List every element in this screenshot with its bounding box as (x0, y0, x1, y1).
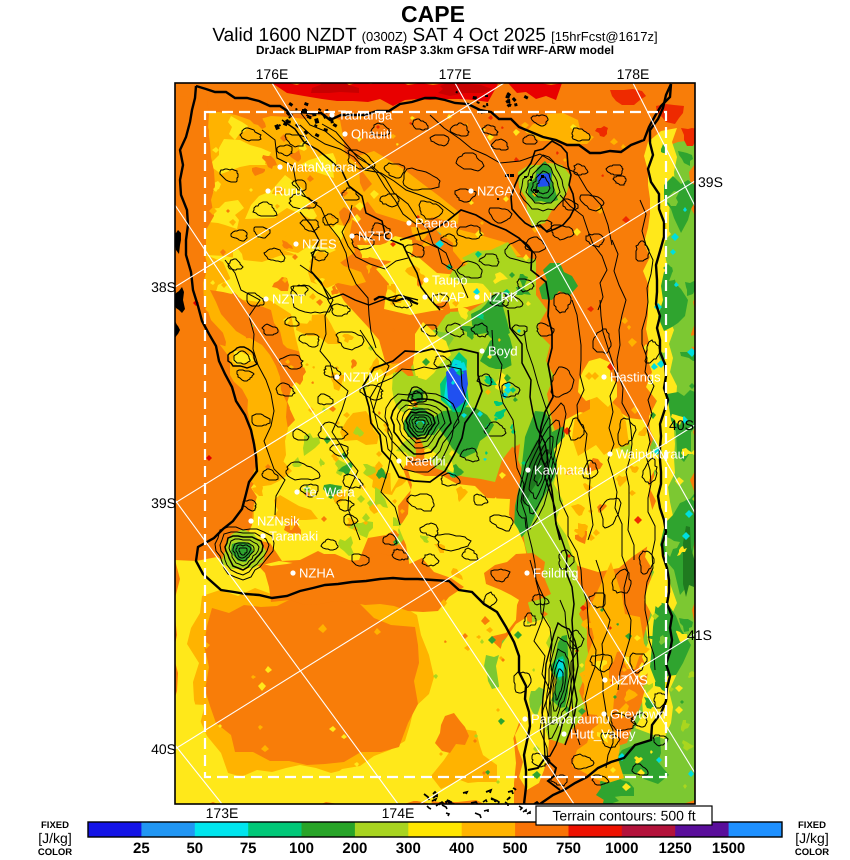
svg-text:39S: 39S (151, 495, 176, 511)
svg-text:400: 400 (449, 840, 474, 857)
svg-text:Ohauiti: Ohauiti (351, 127, 392, 142)
svg-text:Paraparaumu: Paraparaumu (531, 712, 610, 727)
svg-text:500: 500 (503, 840, 528, 857)
svg-text:NZAP: NZAP (431, 290, 466, 305)
svg-text:Waipukurau: Waipukurau (616, 447, 685, 462)
svg-text:NZNsik: NZNsik (257, 514, 300, 529)
svg-text:NZRK: NZRK (483, 290, 519, 305)
svg-text:COLOR: COLOR (38, 847, 72, 858)
svg-text:Paeroa: Paeroa (415, 216, 458, 231)
svg-text:Hastings: Hastings (610, 370, 661, 385)
svg-text:1500: 1500 (712, 840, 745, 857)
svg-text:NZES: NZES (302, 237, 337, 252)
svg-text:Boyd: Boyd (488, 344, 518, 359)
svg-text:[J/kg]: [J/kg] (38, 830, 71, 846)
svg-text:174E: 174E (382, 805, 415, 821)
svg-text:COLOR: COLOR (795, 847, 829, 858)
svg-text:Raetihi: Raetihi (405, 454, 446, 469)
svg-text:Valid 1600 NZDT (0300Z) SAT 4: Valid 1600 NZDT (0300Z) SAT 4 Oct 2025 [… (212, 25, 657, 46)
svg-text:41S: 41S (687, 627, 712, 643)
svg-text:DrJack BLIPMAP from RASP 3.3km: DrJack BLIPMAP from RASP 3.3km GFSA Tdif… (256, 43, 614, 57)
svg-text:CAPE: CAPE (401, 1, 465, 27)
svg-text:Tauranga: Tauranga (338, 108, 393, 123)
svg-text:178E: 178E (617, 66, 650, 82)
svg-text:Te_Wera: Te_Wera (303, 485, 356, 500)
svg-text:[J/kg]: [J/kg] (795, 830, 828, 846)
svg-text:Taranaki: Taranaki (269, 529, 318, 544)
svg-text:300: 300 (396, 840, 421, 857)
svg-text:Greytown: Greytown (610, 707, 666, 722)
svg-text:NZTO: NZTO (358, 229, 393, 244)
svg-text:177E: 177E (439, 66, 472, 82)
svg-text:NZMS: NZMS (611, 673, 648, 688)
svg-text:NZHA: NZHA (299, 566, 335, 581)
svg-text:173E: 173E (206, 805, 239, 821)
svg-text:39S: 39S (698, 174, 723, 190)
svg-text:38S: 38S (151, 279, 176, 295)
svg-text:750: 750 (556, 840, 581, 857)
svg-text:FIXED: FIXED (41, 820, 69, 831)
svg-text:Terrain contours: 500 ft: Terrain contours: 500 ft (552, 808, 695, 824)
svg-text:Kawhatau: Kawhatau (534, 463, 592, 478)
svg-text:Taupo: Taupo (432, 273, 467, 288)
svg-text:25: 25 (133, 840, 150, 857)
svg-text:Hutt_Valley: Hutt_Valley (570, 727, 636, 742)
svg-text:MataNatarai: MataNatarai (286, 160, 357, 175)
svg-text:NZTT: NZTT (272, 292, 305, 307)
svg-text:Feilding: Feilding (533, 566, 579, 581)
svg-text:75: 75 (240, 840, 257, 857)
svg-text:NZGA: NZGA (477, 184, 513, 199)
svg-text:NZTM: NZTM (343, 370, 379, 385)
svg-text:100: 100 (289, 840, 314, 857)
svg-text:176E: 176E (256, 66, 289, 82)
svg-text:200: 200 (342, 840, 367, 857)
svg-text:40S: 40S (151, 741, 176, 757)
svg-text:1250: 1250 (659, 840, 692, 857)
svg-text:50: 50 (186, 840, 203, 857)
svg-text:1000: 1000 (605, 840, 638, 857)
svg-text:FIXED: FIXED (798, 820, 826, 831)
svg-text:40S: 40S (669, 417, 694, 433)
svg-text:Ruru: Ruru (274, 184, 302, 199)
